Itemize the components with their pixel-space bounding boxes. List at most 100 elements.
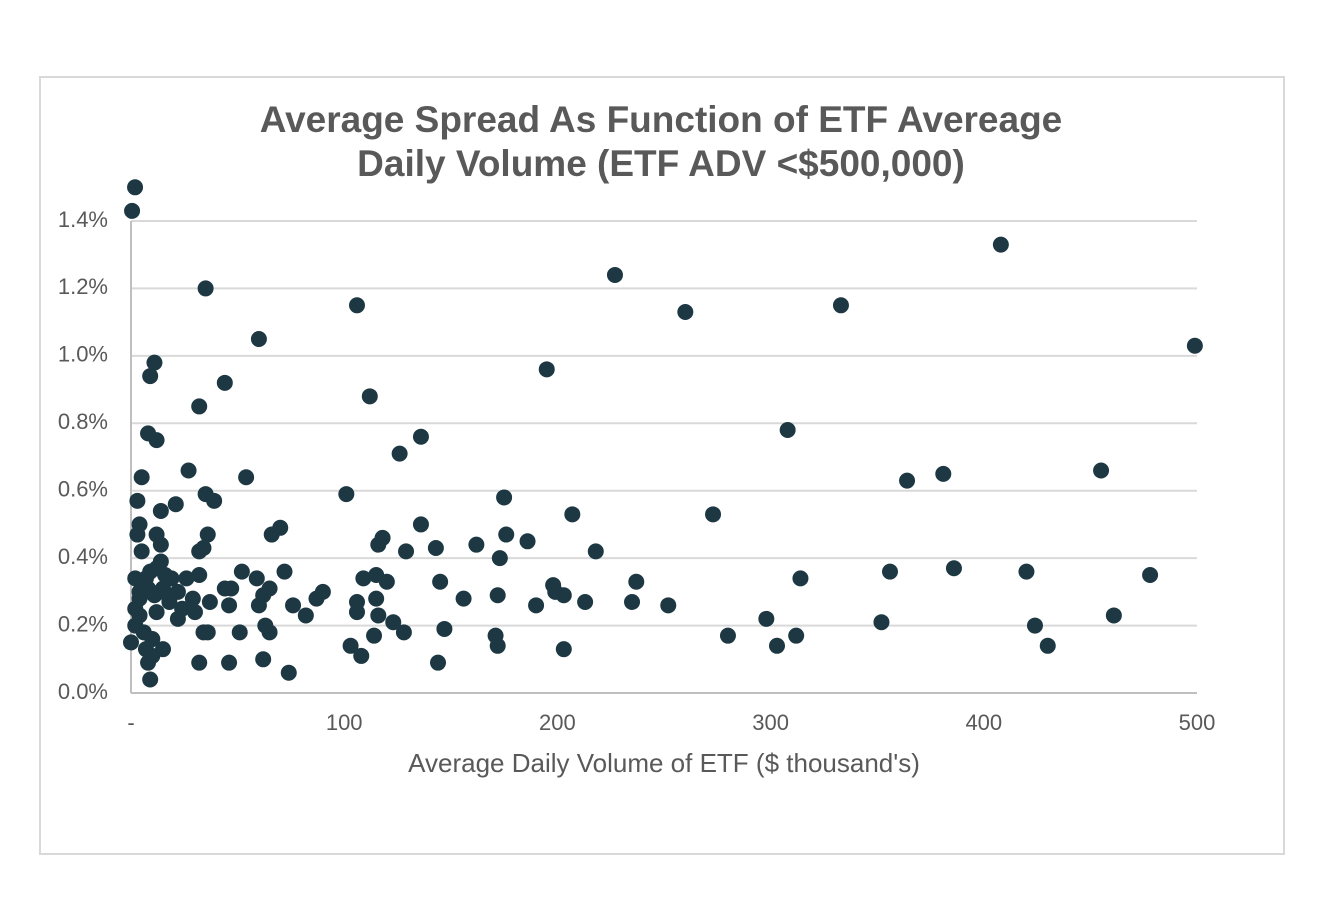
point (758, 610, 775, 627)
x-tick-label: - (127, 710, 134, 735)
chart-frame (39, 76, 1285, 855)
point (250, 331, 267, 347)
point (1142, 567, 1159, 583)
point (148, 604, 165, 621)
point (370, 536, 387, 553)
y-tick-label: 0.6% (58, 477, 108, 502)
point (197, 280, 214, 297)
point (496, 489, 513, 506)
point (216, 374, 233, 391)
point (427, 540, 444, 557)
point (432, 573, 449, 590)
point (832, 297, 849, 314)
point (660, 597, 677, 614)
point (129, 492, 146, 509)
point (528, 597, 545, 614)
point (255, 651, 272, 668)
point (146, 354, 163, 371)
x-tick-label: 100 (326, 710, 363, 735)
point (385, 614, 402, 631)
point (348, 604, 365, 621)
point (297, 607, 314, 624)
x-axis-label: Average Daily Volume of ETF ($ thousand'… (408, 748, 920, 778)
y-tick-label: 1.4% (58, 207, 108, 232)
point (1105, 607, 1122, 624)
point (779, 422, 796, 439)
point (248, 570, 265, 587)
point (587, 543, 604, 560)
y-tick-label: 0.2% (58, 611, 108, 636)
point (624, 593, 641, 610)
point (261, 580, 278, 597)
y-tick-label: 0.4% (58, 544, 108, 569)
point (221, 597, 238, 614)
point (398, 543, 415, 560)
x-tick-label: 200 (539, 710, 576, 735)
point (131, 590, 148, 607)
point (231, 624, 248, 641)
point (314, 583, 331, 600)
point (873, 614, 890, 631)
point (142, 368, 159, 385)
point (152, 536, 169, 553)
point (186, 604, 203, 621)
y-tick-label: 0.0% (58, 679, 108, 704)
x-tick-label: 400 (965, 710, 1002, 735)
point (1039, 637, 1056, 654)
point (899, 472, 916, 489)
point (221, 654, 238, 671)
point (489, 587, 506, 604)
chart-title: Average Spread As Function of ETF Averea… (260, 99, 1063, 140)
point (1018, 563, 1035, 580)
point (564, 506, 581, 523)
point (468, 536, 485, 553)
point (142, 671, 159, 688)
point (1186, 337, 1203, 354)
chart-title: Daily Volume (ETF ADV <$500,000) (357, 143, 965, 184)
point (366, 627, 383, 644)
x-tick-label: 300 (752, 710, 789, 735)
point (133, 543, 150, 560)
point (285, 597, 302, 614)
point (1093, 462, 1110, 479)
point (719, 627, 736, 644)
point (370, 607, 387, 624)
point (361, 388, 378, 405)
point (191, 398, 208, 415)
point (199, 526, 216, 543)
point (338, 486, 355, 503)
point (391, 445, 408, 462)
point (223, 580, 240, 597)
point (131, 607, 148, 624)
point (124, 202, 141, 219)
point (137, 641, 154, 658)
point (154, 641, 171, 658)
point (169, 610, 186, 627)
point (577, 593, 594, 610)
point (342, 637, 359, 654)
point (191, 654, 208, 671)
point (123, 634, 139, 651)
point (129, 526, 146, 543)
point (412, 516, 429, 533)
point (519, 533, 536, 550)
point (127, 179, 144, 196)
point (180, 462, 197, 479)
point (538, 361, 555, 378)
point (430, 654, 447, 671)
point (261, 624, 278, 641)
point (238, 469, 255, 486)
point (167, 496, 184, 513)
point (555, 641, 572, 658)
y-tick-label: 0.8% (58, 409, 108, 434)
point (161, 593, 178, 610)
point (705, 506, 722, 523)
point (348, 297, 365, 314)
point (768, 637, 785, 654)
point (178, 570, 195, 587)
point (152, 502, 169, 519)
point (233, 563, 250, 580)
point (555, 587, 572, 604)
